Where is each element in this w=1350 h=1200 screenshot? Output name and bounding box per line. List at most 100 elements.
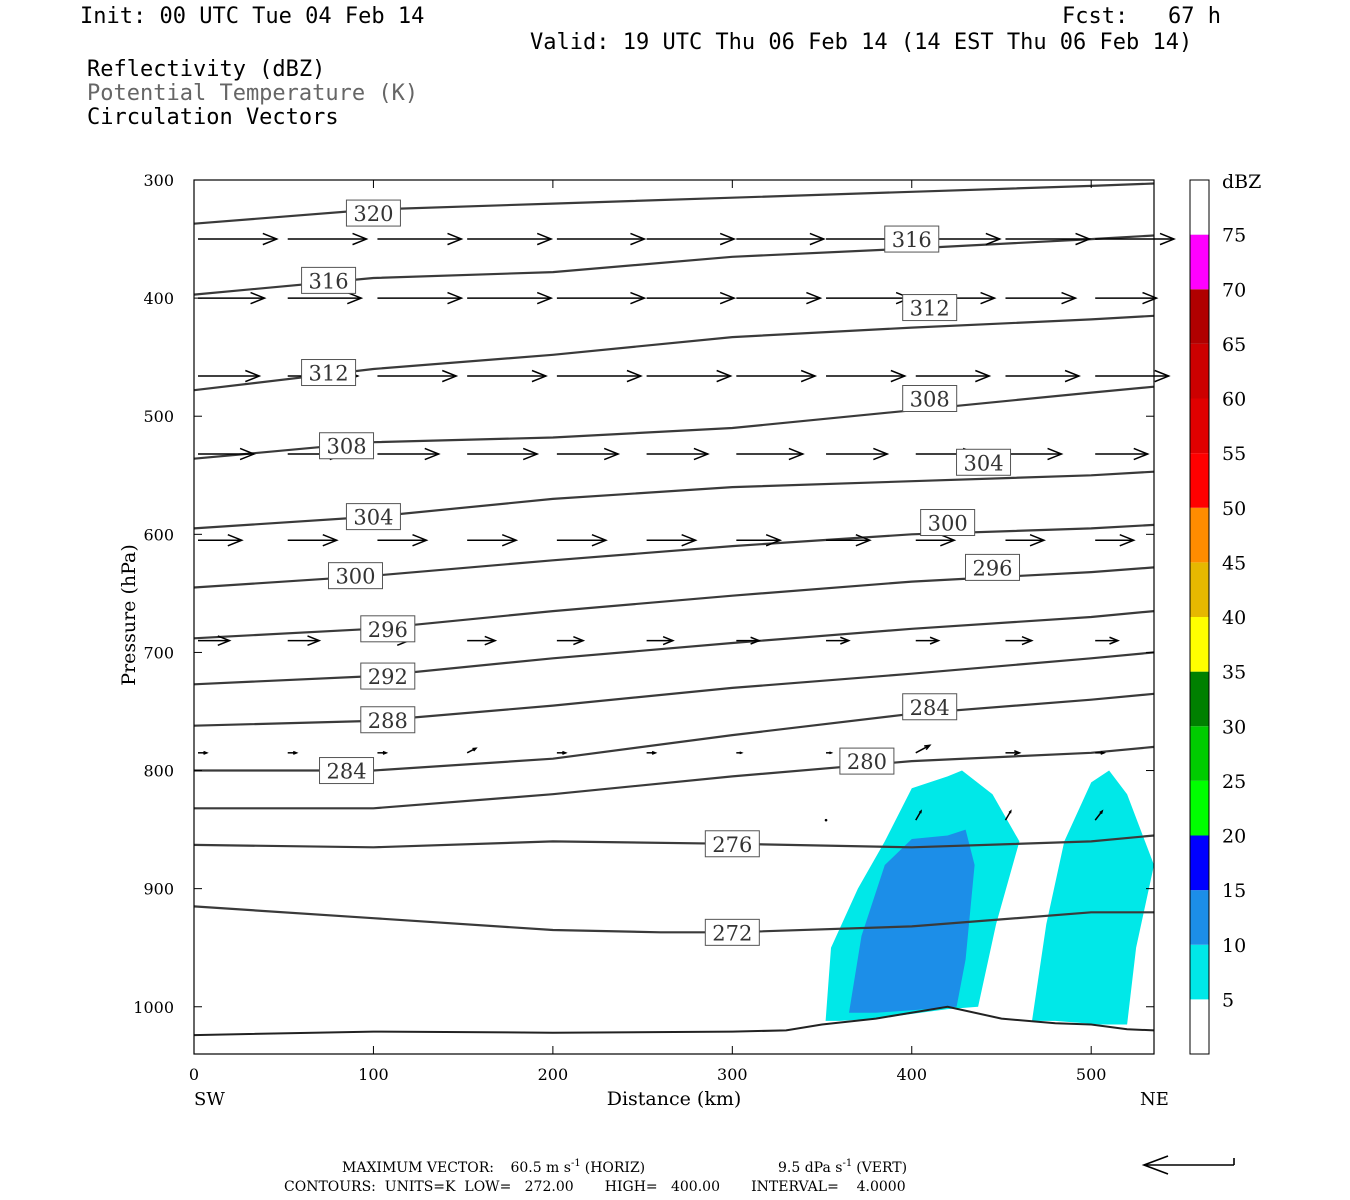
vector-head bbox=[217, 635, 232, 646]
circulation-vector bbox=[1005, 291, 1078, 305]
vector-head bbox=[382, 750, 389, 755]
circulation-vector bbox=[736, 636, 762, 645]
circulation-vector bbox=[377, 291, 464, 305]
valid-time: Valid: 19 UTC Thu 06 Feb 14 (14 EST Thu … bbox=[530, 30, 1193, 55]
circulation-vector bbox=[467, 232, 554, 246]
vector-head bbox=[630, 291, 647, 305]
vector-head bbox=[1029, 533, 1046, 547]
axes: 0 100 200 300 400 500 300 400 500 600 700 800 900 100… bbox=[133, 171, 1154, 1084]
colorbar-segment-15 bbox=[1190, 835, 1209, 891]
circulation-vector bbox=[377, 533, 429, 547]
circulation-vector bbox=[1005, 533, 1046, 547]
colorbar-segment-45 bbox=[1190, 507, 1209, 563]
colorbar-tick-label: 75 bbox=[1222, 225, 1246, 247]
vector-head bbox=[1047, 447, 1064, 461]
circulation-vector bbox=[646, 447, 710, 461]
contour-label-312: 312 bbox=[301, 359, 357, 387]
vector-head bbox=[800, 369, 818, 383]
contour-label-text: 304 bbox=[963, 451, 1003, 475]
contour-label-box bbox=[301, 359, 357, 387]
y-tick-label: 300 bbox=[143, 171, 174, 190]
theta-contour-292 bbox=[193, 610, 1155, 686]
vector-head bbox=[203, 750, 209, 755]
circulation-vector bbox=[826, 291, 913, 305]
contour-label-box bbox=[956, 448, 1012, 476]
circulation-vector bbox=[826, 636, 851, 645]
circulation-vector bbox=[1005, 447, 1064, 461]
vector-head bbox=[940, 533, 957, 547]
contour-label-text: 316 bbox=[892, 228, 932, 252]
contour-label-308: 308 bbox=[319, 432, 375, 460]
circulation-vector bbox=[377, 369, 459, 383]
circulation-vector bbox=[915, 533, 957, 547]
vector-head bbox=[1119, 533, 1136, 547]
y-axis-label: Pressure (hPa) bbox=[118, 544, 140, 686]
init-time: Init: 00 UTC Tue 04 Feb 14 bbox=[80, 4, 425, 29]
vector-head bbox=[716, 369, 733, 383]
theta-contour-312 bbox=[193, 314, 1155, 392]
theta-contour-320 bbox=[193, 182, 1155, 225]
forecast-hour: Fcst: 67 h bbox=[1062, 4, 1221, 29]
contour-label-text: 304 bbox=[353, 506, 393, 530]
y-tick-label: 800 bbox=[143, 762, 174, 781]
circulation-vector bbox=[287, 291, 364, 305]
contour-label-box bbox=[704, 830, 760, 858]
reflectivity-fill bbox=[825, 770, 1154, 1025]
vector-head bbox=[1159, 232, 1176, 246]
vector-head bbox=[681, 533, 698, 547]
colorbar-tick-label: 50 bbox=[1222, 498, 1246, 520]
x-tick-label: 500 bbox=[1076, 1065, 1107, 1084]
vector-head bbox=[1109, 636, 1120, 645]
colorbar-segment-5 bbox=[1190, 944, 1209, 1000]
x-tick-label: 200 bbox=[538, 1065, 569, 1084]
max-horiz-exponent: -1 bbox=[571, 1158, 581, 1169]
circulation-vector bbox=[198, 232, 279, 246]
y-tick-label: 1000 bbox=[133, 998, 174, 1017]
contour-label-text: 312 bbox=[309, 362, 349, 386]
colorbar-segment-40 bbox=[1190, 562, 1209, 617]
vector-head bbox=[1142, 291, 1159, 305]
circulation-vector bbox=[1095, 369, 1171, 383]
circulation-vector bbox=[915, 369, 992, 383]
vector-head bbox=[472, 747, 478, 752]
colorbar-segment-0 bbox=[1190, 999, 1209, 1054]
colorbar-segment-60 bbox=[1190, 343, 1209, 399]
circulation-vector bbox=[377, 447, 441, 461]
circulation-vector bbox=[826, 447, 890, 461]
contour-label-box bbox=[920, 509, 976, 537]
circulation-vector bbox=[915, 744, 932, 754]
max-vert-exponent: -1 bbox=[842, 1158, 852, 1169]
vector-head bbox=[1075, 232, 1092, 246]
contour-label-box bbox=[360, 706, 416, 734]
vector-head bbox=[227, 533, 244, 547]
vector-head bbox=[918, 809, 923, 814]
vector-head bbox=[1008, 809, 1012, 814]
contour-label-box bbox=[319, 432, 375, 460]
vector-head bbox=[809, 232, 826, 246]
circulation-vector bbox=[198, 750, 209, 755]
max-vector-line: MAXIMUM VECTOR: 60.5 m s-1 (HORIZ) bbox=[342, 1158, 645, 1176]
max-vector-label: MAXIMUM VECTOR: bbox=[342, 1160, 494, 1176]
vector-head bbox=[662, 636, 675, 646]
colorbar: 5 10 15 20 25 30 35 40 45 50 55 60 65 70 75 bbox=[1189, 179, 1246, 1055]
vector-head bbox=[1154, 369, 1171, 383]
contour-label-box bbox=[902, 385, 958, 412]
contour-label-text: 296 bbox=[972, 556, 1012, 580]
vector-head bbox=[352, 232, 369, 246]
circulation-vector bbox=[915, 636, 941, 645]
vector-head bbox=[739, 751, 744, 755]
max-horiz-tag: (HORIZ) bbox=[585, 1160, 645, 1176]
contour-label-box bbox=[360, 662, 416, 690]
vector-head bbox=[719, 232, 737, 246]
circulation-vector bbox=[826, 533, 872, 547]
contour-label-text: 316 bbox=[309, 269, 349, 293]
contour-label-box bbox=[319, 757, 375, 785]
vector-head bbox=[447, 232, 464, 246]
max-horiz-value: 60.5 m s bbox=[510, 1160, 571, 1176]
contour-label-296: 296 bbox=[360, 615, 416, 643]
circulation-vector bbox=[467, 533, 519, 547]
colorbar-tick-label: 40 bbox=[1222, 607, 1246, 629]
vector-head bbox=[750, 636, 762, 645]
circulation-vector bbox=[826, 751, 834, 755]
circulation-vector bbox=[736, 533, 783, 547]
